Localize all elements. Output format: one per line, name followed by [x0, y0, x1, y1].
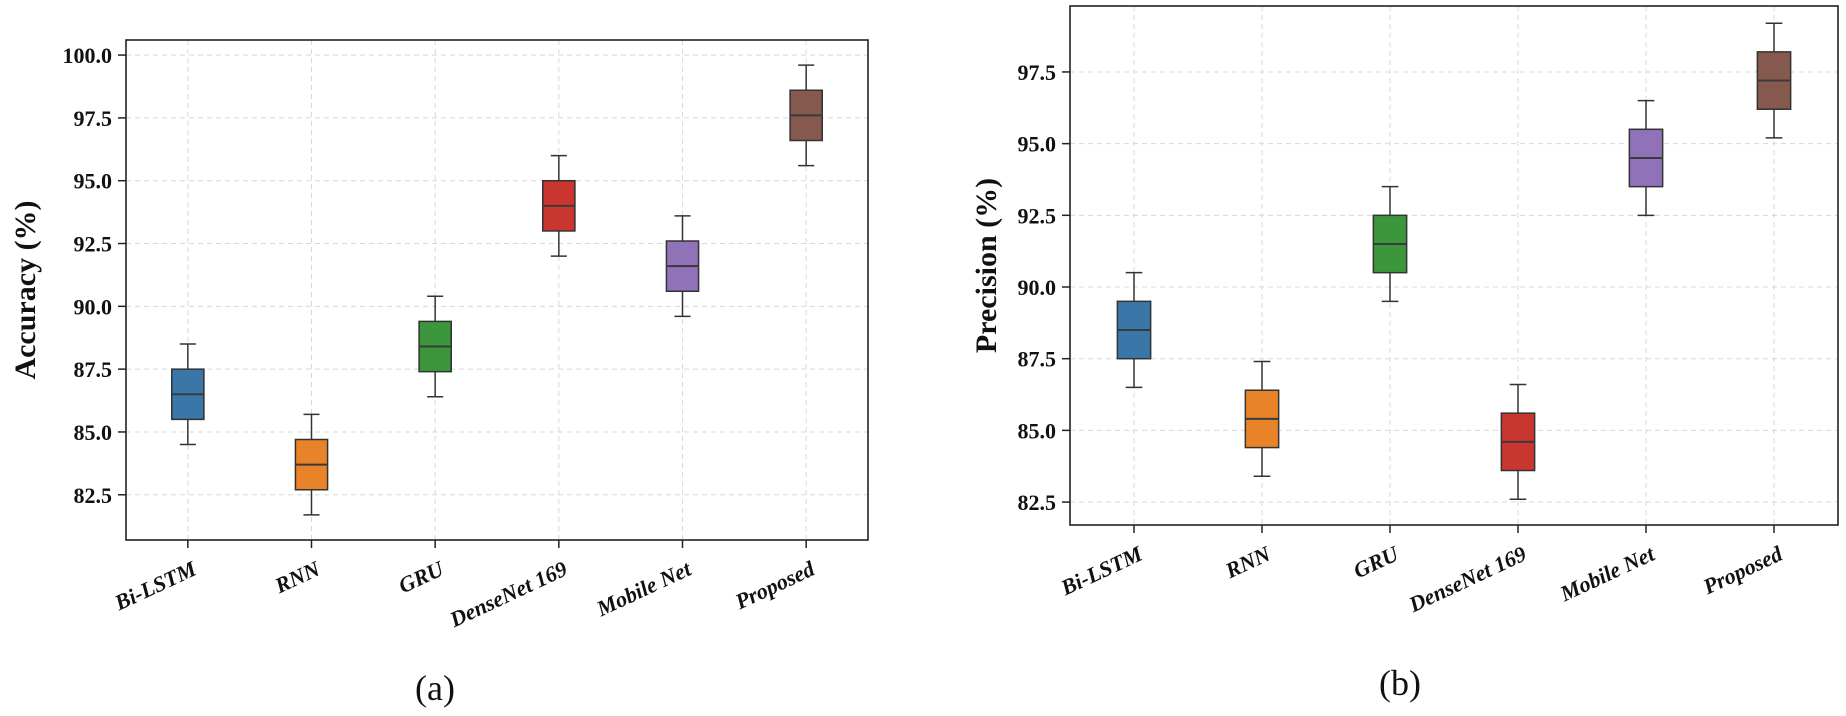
box-densenet-169 — [1500, 383, 1536, 500]
box-proposed — [789, 64, 823, 167]
box-bi-lstm — [171, 343, 205, 446]
y-tick-label: 92.5 — [74, 232, 113, 257]
y-tick-label: 92.5 — [1018, 203, 1057, 228]
x-tick-label: Bi-LSTM — [110, 555, 201, 615]
y-tick-label: 85.0 — [74, 420, 113, 445]
y-axis-label: Accuracy (%) — [9, 200, 42, 379]
box-bi-lstm — [1116, 271, 1152, 389]
box-rnn — [294, 413, 329, 516]
y-tick-label: 95.0 — [1018, 132, 1057, 157]
panel-label: (a) — [415, 668, 455, 708]
box-mobile-net — [665, 215, 700, 318]
x-tick-label: Proposed — [1698, 540, 1787, 599]
panel-b-precision-chart: 82.5 85.0 87.5 90.0 92.5 95.0 97.5 Bi-LSTM RNN GR… — [970, 5, 1839, 703]
x-tick-label: Mobile Net — [592, 556, 696, 622]
y-tick-label: 87.5 — [1018, 347, 1057, 372]
plot-frame — [1069, 5, 1839, 526]
y-tick-label: 90.0 — [1018, 275, 1057, 300]
y-tick-label: 82.5 — [74, 483, 113, 508]
panel-label: (b) — [1379, 663, 1421, 703]
y-axis-label: Precision (%) — [970, 178, 1003, 353]
box-rnn — [1244, 360, 1280, 478]
y-tick-label: 95.0 — [74, 169, 113, 194]
y-tick-label: 97.5 — [74, 106, 113, 131]
x-tick-label: Bi-LSTM — [1056, 540, 1147, 600]
x-tick-label: RNN — [270, 555, 325, 598]
box-gru — [1372, 185, 1408, 303]
plot-frame — [125, 39, 869, 541]
y-tick-label: 100.0 — [63, 43, 113, 68]
x-tick-label: Proposed — [730, 555, 819, 614]
box-mobile-net — [1628, 99, 1664, 217]
x-tick-label: DenseNet 169 — [1404, 541, 1530, 618]
y-tick-label: 85.0 — [1018, 418, 1057, 443]
x-tick-label: DenseNet 169 — [445, 556, 571, 633]
x-tick-label: RNN — [1221, 540, 1276, 583]
y-tick-label: 87.5 — [74, 357, 113, 382]
box-proposed — [1756, 22, 1792, 139]
x-tick-label: GRU — [395, 555, 449, 598]
y-tick-label: 97.5 — [1018, 60, 1057, 85]
x-tick-label: GRU — [1349, 540, 1403, 583]
x-tick-label: Mobile Net — [1555, 541, 1659, 607]
box-gru — [418, 295, 452, 398]
panel-a-accuracy-chart: 82.5 85.0 87.5 90.0 92.5 95.0 97.5 100.0 Bi-LSTM… — [9, 39, 869, 708]
y-tick-label: 82.5 — [1018, 490, 1057, 515]
y-tick-label: 90.0 — [74, 294, 113, 319]
box-densenet-169 — [542, 154, 576, 257]
